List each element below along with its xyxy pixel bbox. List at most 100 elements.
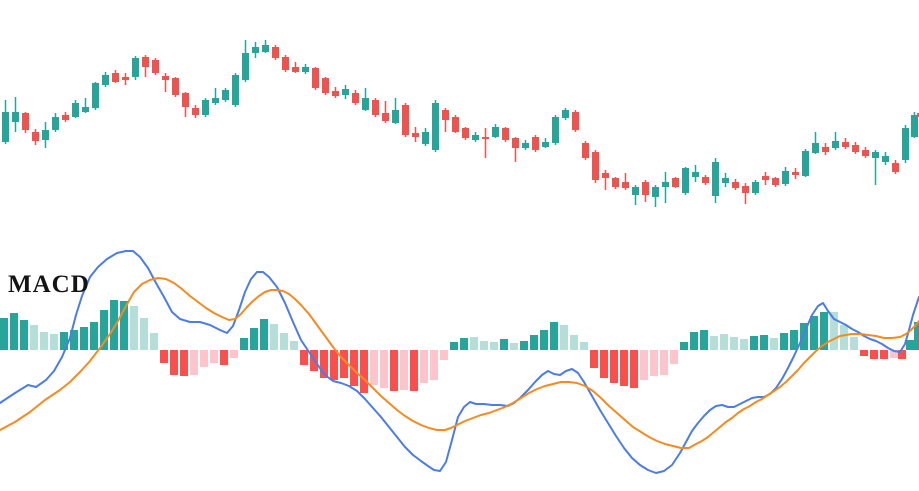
candle-body [917,113,919,117]
macd-histogram-bar [180,350,188,376]
candle-body [462,128,469,138]
candle-body [652,187,659,197]
candle-body [402,105,409,135]
macd-histogram-bar [420,350,428,383]
candle-body [182,93,189,107]
candle-body [412,133,419,137]
candle-body [222,90,229,100]
candle-body [332,91,339,96]
candle-body [672,178,679,187]
macd-histogram-bar [490,342,498,350]
candle-body [482,137,489,139]
macd-histogram-bar [20,320,28,350]
candle-body [202,100,209,115]
macd-pane [0,250,919,474]
macd-histogram-bar [480,341,488,350]
candle-body [252,47,259,53]
candle-body [502,128,509,140]
macd-histogram-bar [270,324,278,350]
candle-body [622,182,629,188]
macd-histogram-bar [390,350,398,391]
candle-body [272,47,279,58]
candle-body [122,77,129,80]
macd-histogram-bar [760,335,768,350]
macd-line [0,250,919,474]
candle-body [32,132,39,141]
macd-histogram-bar [860,350,868,356]
macd-histogram-bar [230,350,238,358]
candle-body [842,142,849,147]
macd-histogram-bar [160,350,168,363]
macd-histogram-bar [914,322,919,350]
candle-body [512,138,519,148]
candle-body [582,143,589,158]
macd-histogram-bar [80,327,88,350]
macd-histogram-bar [906,340,914,350]
macd-histogram-bar [700,330,708,350]
candle-body [302,67,309,72]
macd-histogram-bar [100,310,108,350]
macd-histogram-bar [340,350,348,378]
candle-body [742,186,749,193]
macd-histogram-bar [850,337,858,350]
candle-body [212,98,219,103]
macd-histogram-bar [150,333,158,350]
macd-histogram-bar [120,301,128,350]
macd-histogram-bar [620,350,628,386]
candle-body [772,178,779,185]
candle-body [452,117,459,132]
candle-body [722,178,729,183]
candle-body [282,57,289,70]
macd-histogram-bar [590,350,598,368]
candle-body [872,152,879,158]
macd-histogram-bar [320,350,328,378]
macd-histogram-bar [740,339,748,350]
macd-histogram-bar [510,343,518,350]
macd-histogram-bar [60,332,68,350]
candle-body [82,107,89,112]
candle-body [342,89,349,95]
macd-histogram-bar [610,350,618,383]
candle-body [172,78,179,95]
macd-histogram-bar [550,322,558,350]
macd-histogram-bar [570,335,578,350]
macd-histogram-bar [810,316,818,350]
candle-body [62,115,69,120]
candle-body [132,58,139,77]
macd-histogram-bar [370,350,378,385]
candle-body [702,177,709,183]
macd-histogram-bar [660,350,668,375]
candle-body [2,112,9,142]
macd-histogram-bar [130,306,138,350]
macd-histogram-bar [170,350,178,375]
candle-body [292,67,299,72]
macd-histogram-bar [820,312,828,350]
macd-histogram-bar [300,350,308,365]
candle-body [262,45,269,52]
candle-body [372,100,379,115]
candle-body [142,57,149,67]
candle-body [532,137,539,150]
macd-histogram-bar [450,342,458,350]
macd-histogram-bar [720,334,728,350]
candle-body [592,152,599,180]
macd-histogram-bar [840,325,848,350]
price-pane [2,40,919,207]
candle-body [602,173,609,178]
macd-histogram-bar [260,319,268,350]
candle-body [522,143,529,148]
macd-histogram-bar [440,350,448,360]
macd-histogram-bar [40,332,48,350]
candle-body [752,182,759,193]
candle-body [112,73,119,82]
candle-body [442,110,449,120]
macd-histogram-bar [210,350,218,363]
macd-histogram-bar [460,338,468,350]
macd-label: MACD [8,271,90,298]
macd-histogram-bar [330,350,338,380]
macd-lines [0,250,919,474]
candle-body [382,113,389,121]
candle-body [92,83,99,108]
macd-histogram-bar [730,337,738,350]
